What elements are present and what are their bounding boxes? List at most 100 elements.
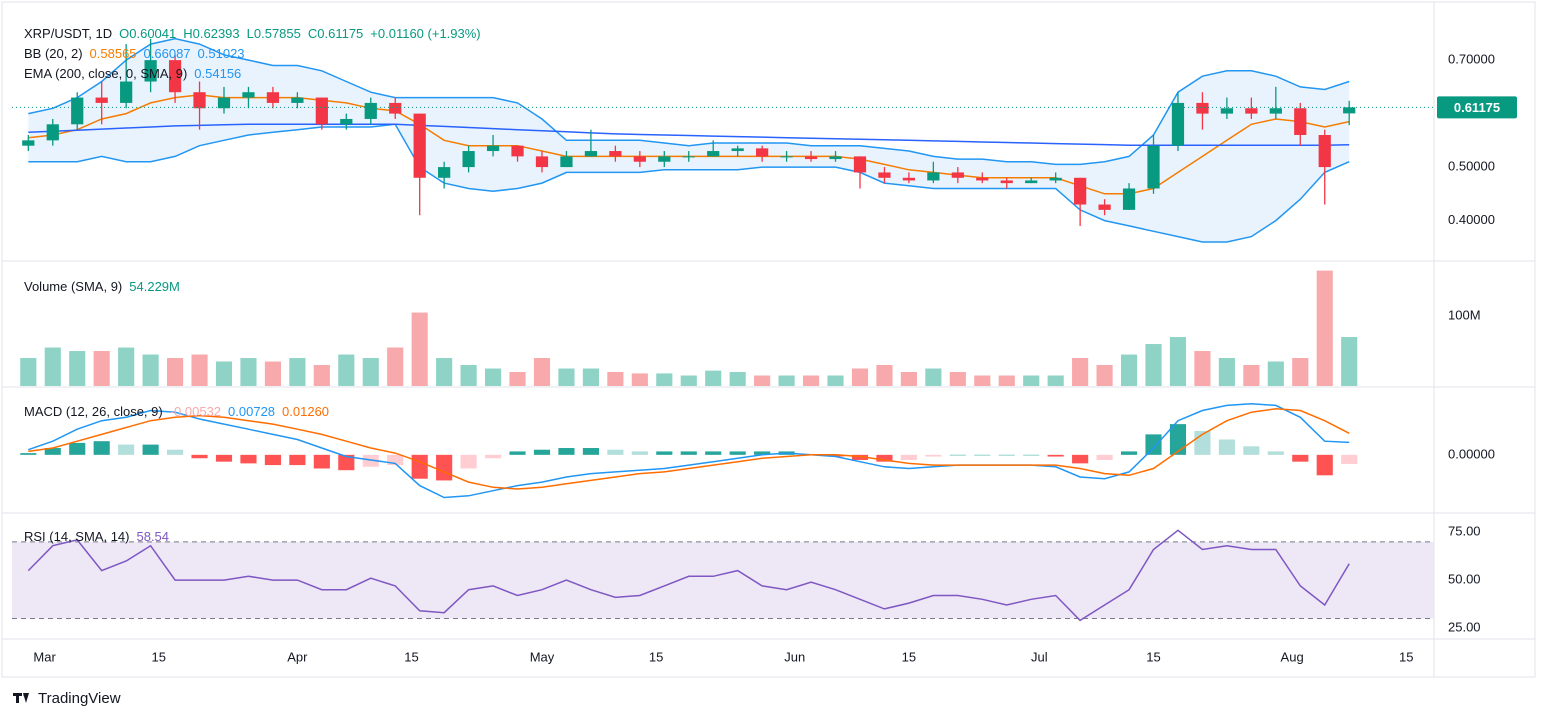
candle-body (438, 167, 451, 178)
indicator-legend: RSI (14, SMA, 14) 58.54 (24, 528, 176, 546)
candle-body (1147, 145, 1160, 189)
x-tick-label: 15 (404, 649, 418, 664)
volume-bar (264, 361, 281, 386)
volume-bar (949, 372, 966, 386)
volume-bar (802, 375, 820, 386)
candle-body (291, 97, 304, 103)
volume-bar (998, 375, 1015, 386)
volume-bar (729, 372, 746, 386)
macd-histogram-bar (1218, 439, 1235, 455)
candle-body (1294, 108, 1307, 135)
volume-bar (607, 372, 624, 386)
macd-histogram-bar (729, 451, 746, 455)
legend-item: 0.54156 (194, 66, 242, 81)
candle-body (780, 156, 793, 158)
x-tick-label: Jul (1031, 649, 1048, 664)
bollinger-band-fill (28, 38, 1350, 243)
y-tick-label: 100M (1448, 307, 1481, 322)
macd-histogram-bar (582, 448, 599, 455)
candle-body (1025, 180, 1038, 184)
macd-histogram-bar (118, 444, 135, 455)
candle-body (902, 177, 916, 181)
macd-histogram-bar (900, 454, 917, 460)
candle-body (976, 177, 989, 181)
macd-histogram-bar (974, 454, 991, 456)
macd-histogram-bar (1047, 454, 1064, 457)
macd-histogram-bar (240, 454, 257, 464)
candle-body (560, 156, 573, 168)
legend-item: -0.00532 (169, 404, 222, 419)
volume-bar (1120, 354, 1138, 386)
candle-body (829, 156, 842, 160)
candle-body (878, 172, 891, 178)
candle-body (266, 92, 280, 103)
macd-histogram-bar (1169, 424, 1187, 455)
indicator-line (28, 37, 1350, 166)
macd-histogram-bar (851, 454, 869, 460)
candle-body (95, 97, 108, 103)
legend-item: EMA (200, close, 0, SMA, 9) (24, 66, 188, 81)
macd-histogram-bar (20, 453, 37, 455)
x-tick-label: 15 (902, 649, 916, 664)
legend-item: BB (20, 2) (24, 46, 83, 61)
indicator-line (28, 408, 1350, 490)
indicator-legend: XRP/USDT, 1D O0.60041 H0.62393 L0.57855 C0.6… (24, 25, 488, 43)
volume-bar (1341, 337, 1358, 386)
volume-bar (142, 354, 159, 386)
candle-body (193, 92, 206, 109)
volume-bar (436, 358, 453, 386)
candle-body (682, 156, 695, 158)
last-price-label: 0.61175 (1454, 100, 1500, 115)
candle-body (22, 140, 35, 146)
y-tick-label: 0.00000 (1448, 446, 1495, 461)
volume-bar (362, 358, 379, 386)
volume-bar (460, 365, 477, 386)
candle-body (731, 148, 744, 152)
candle-body (340, 118, 353, 125)
volume-bar (1267, 361, 1284, 386)
volume-bar (191, 354, 208, 386)
macd-histogram-bar (167, 449, 184, 455)
macd-histogram-bar (1023, 454, 1040, 456)
candle-body (511, 145, 524, 157)
candle-body (1049, 177, 1062, 181)
last-price-box (1437, 96, 1517, 119)
volume-bar (93, 351, 110, 386)
legend-item: L0.57855 (246, 26, 301, 41)
volume-bar (289, 358, 306, 386)
legend-item: 54.229M (129, 279, 180, 294)
legend-item: C0.61175 (307, 26, 364, 41)
volume-bar (558, 368, 575, 386)
candle-body (756, 148, 769, 157)
volume-bar (631, 373, 648, 386)
candle-body (1269, 108, 1282, 114)
candle-body (486, 145, 500, 152)
indicator-line (28, 123, 1350, 243)
x-tick-label: 15 (152, 649, 166, 664)
legend-item: XRP/USDT, 1D (24, 26, 113, 41)
macd-histogram-bar (1341, 454, 1358, 464)
legend-item: O0.60041 (119, 26, 177, 41)
candle-body (1196, 102, 1209, 114)
candle-body (1171, 102, 1185, 146)
legend-item: 0.66087 (143, 46, 191, 61)
macd-histogram-bar (93, 441, 110, 455)
macd-histogram-bar (631, 451, 648, 455)
macd-histogram-bar (1145, 434, 1162, 455)
volume-bar (925, 368, 942, 386)
candle-body (389, 102, 402, 114)
candle-body (853, 156, 867, 173)
macd-histogram-bar (142, 444, 159, 455)
macd-histogram-bar (387, 454, 404, 466)
volume-bar (1047, 375, 1064, 386)
volume-bar (44, 347, 61, 386)
legend-item: 0.58565 (89, 46, 137, 61)
macd-histogram-bar (705, 451, 722, 455)
candle-body (609, 151, 622, 157)
macd-histogram-bar (607, 449, 624, 455)
brand-logo (13, 693, 29, 703)
volume-bar (827, 375, 844, 386)
x-tick-label: May (530, 649, 555, 664)
volume-bar (484, 368, 502, 386)
macd-histogram-bar (1316, 454, 1333, 476)
